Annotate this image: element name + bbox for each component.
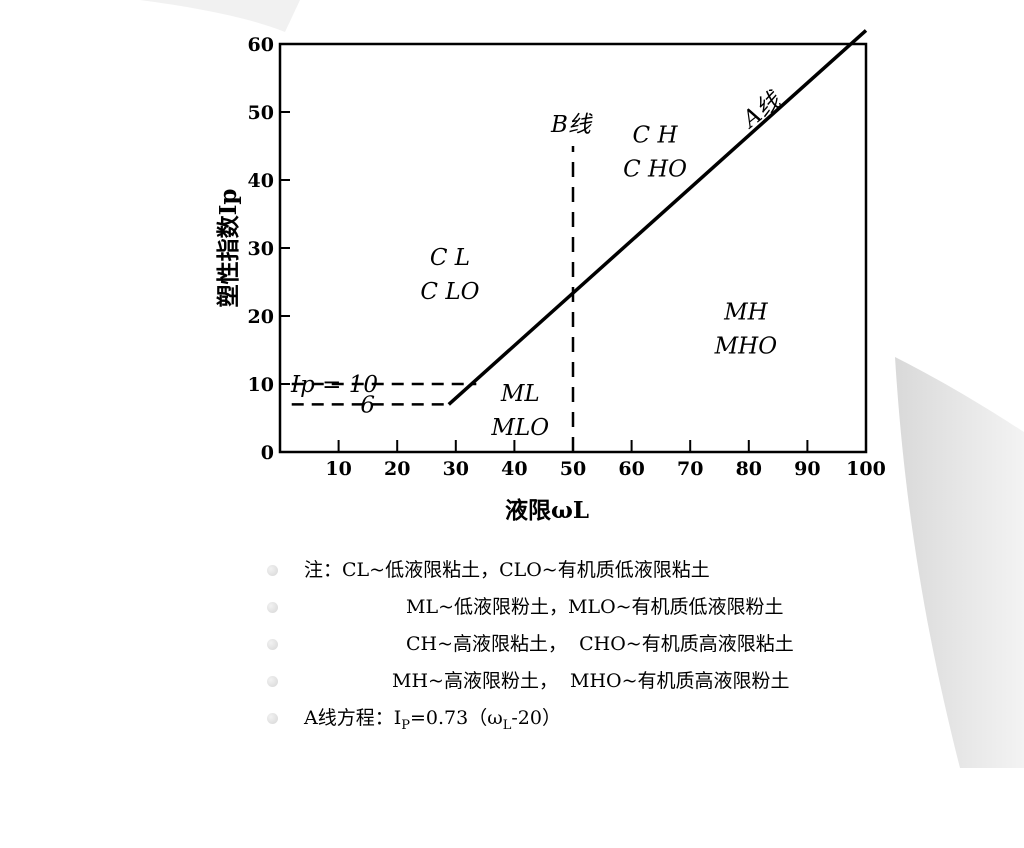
region-label: MH <box>723 299 769 325</box>
slide-corner-swoosh <box>140 0 300 32</box>
b-line-label: B线 <box>550 112 593 138</box>
bullet-icon <box>267 602 278 613</box>
y-tick-label: 10 <box>248 374 274 396</box>
bullet-icon <box>267 713 278 724</box>
note-text: 注：CL~低液限粘土，CLO~有机质低液限粘土 <box>304 559 710 581</box>
y-tick-label: 30 <box>248 238 274 260</box>
x-tick-label: 50 <box>560 458 586 480</box>
ip6-label: 6 <box>360 392 375 418</box>
x-tick-label: 90 <box>794 458 820 480</box>
x-tick-label: 80 <box>736 458 762 480</box>
note-item: MH~高液限粉土， MHO~有机质高液限粉土 <box>262 663 942 700</box>
region-label: C HO <box>623 157 687 183</box>
bullet-icon <box>267 676 278 687</box>
slide-side-band <box>895 357 1024 768</box>
note-text: MH~高液限粉土， MHO~有机质高液限粉土 <box>392 670 790 692</box>
bullet-icon <box>267 639 278 650</box>
a-line-equation: A线方程：IP=0.73（ωL-20） <box>304 707 561 733</box>
note-item: 注：CL~低液限粘土，CLO~有机质低液限粘土 <box>262 552 942 589</box>
note-item: ML~低液限粉土，MLO~有机质低液限粉土 <box>262 589 942 626</box>
y-tick-label: 0 <box>261 442 274 464</box>
a-line <box>447 29 868 406</box>
bullet-icon <box>267 565 278 576</box>
region-label: ML <box>500 381 540 407</box>
x-tick-label: 20 <box>384 458 410 480</box>
x-tick-label: 10 <box>325 458 351 480</box>
region-label: MLO <box>490 415 549 441</box>
region-label: C H <box>633 123 679 149</box>
plasticity-chart: 10 20 30 40 50 60 70 80 90 100 0 10 20 30 40 50 60 Ip = 1… <box>215 29 886 524</box>
y-tick-label: 40 <box>248 170 274 192</box>
region-label: C LO <box>420 279 479 305</box>
x-tick-label: 60 <box>618 458 644 480</box>
ip10-label: Ip = 10 <box>290 372 378 398</box>
region-label: C L <box>430 245 470 271</box>
note-item: CH~高液限粘土， CHO~有机质高液限粘土 <box>262 626 942 663</box>
x-tick-label: 30 <box>443 458 469 480</box>
x-axis-label: 液限ωL <box>505 497 589 524</box>
slide-backdrop <box>140 0 1024 768</box>
note-text: CH~高液限粘土， CHO~有机质高液限粘土 <box>406 633 794 655</box>
notes-list: 注：CL~低液限粘土，CLO~有机质低液限粘土 ML~低液限粉土，MLO~有机质… <box>262 552 942 737</box>
a-line-label: A线 <box>736 87 786 134</box>
x-tick-label: 40 <box>501 458 527 480</box>
x-tick-label: 70 <box>677 458 703 480</box>
note-text: ML~低液限粉土，MLO~有机质低液限粉土 <box>406 596 784 618</box>
y-tick-label: 50 <box>248 102 274 124</box>
note-item: A线方程：IP=0.73（ωL-20） <box>262 700 942 737</box>
y-tick-label: 60 <box>248 34 274 56</box>
y-tick-label: 20 <box>248 306 274 328</box>
y-axis-label: 塑性指数Ip <box>215 189 242 308</box>
region-label: MHO <box>714 333 778 359</box>
x-tick-label: 100 <box>846 458 886 480</box>
